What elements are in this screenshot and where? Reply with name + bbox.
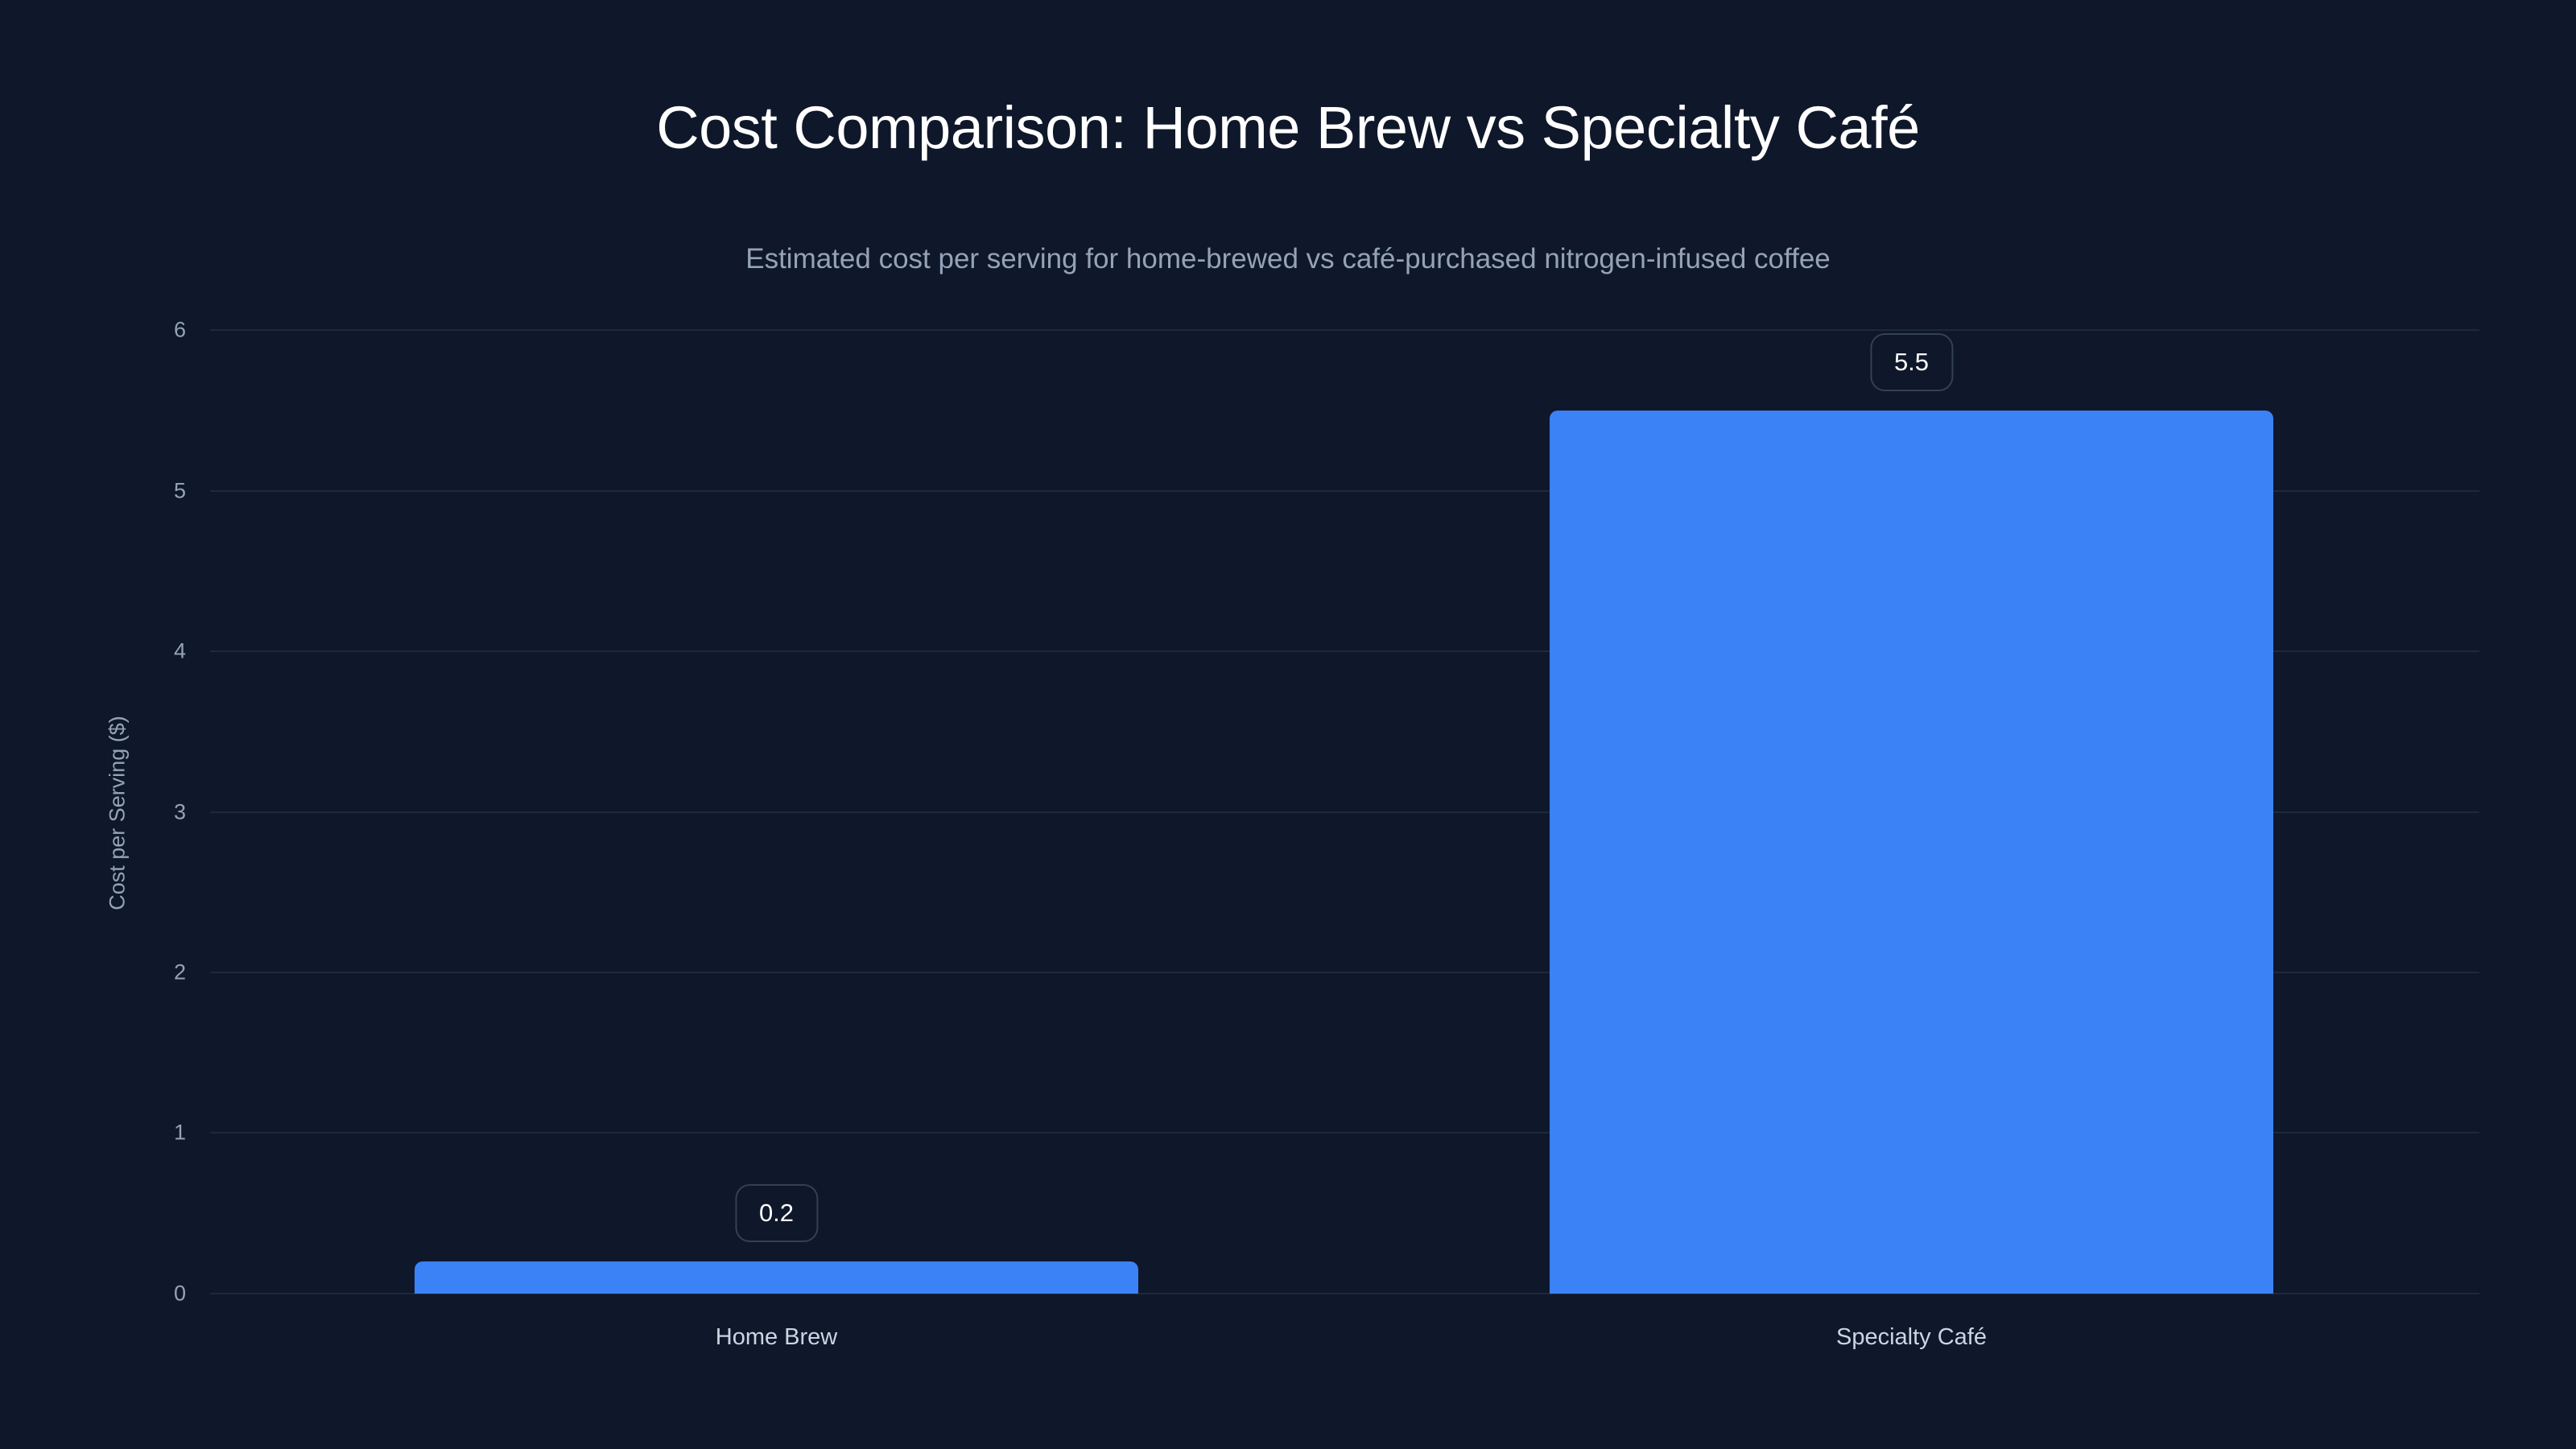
value-label-home-brew: 0.2 <box>734 1184 819 1243</box>
y-tick-3: 3 <box>173 799 186 824</box>
y-tick-0: 0 <box>173 1281 186 1306</box>
y-tick-4: 4 <box>173 638 186 663</box>
value-label-specialty-cafe: 5.5 <box>1869 332 1954 391</box>
gridline-0 <box>210 1293 2479 1294</box>
chart-subtitle: Estimated cost per serving for home-brew… <box>745 243 1831 275</box>
gridline-3 <box>210 811 2479 813</box>
gridline-6 <box>210 329 2479 331</box>
y-tick-1: 1 <box>173 1120 186 1145</box>
gridline-5 <box>210 489 2479 492</box>
y-tick-2: 2 <box>173 960 186 985</box>
bar-specialty-cafe[interactable] <box>1550 410 2273 1294</box>
y-tick-5: 5 <box>173 478 186 502</box>
y-axis-label: Cost per Serving ($) <box>105 716 130 910</box>
x-tick-specialty-cafe: Specialty Café <box>1836 1324 1987 1350</box>
bar-home-brew[interactable] <box>415 1261 1138 1294</box>
gridline-4 <box>210 650 2479 652</box>
plot-area: 6 5 4 3 2 1 0 0.2 5.5 <box>174 318 2479 1306</box>
y-tick-6: 6 <box>173 317 186 342</box>
chart-title: Cost Comparison: Home Brew vs Specialty … <box>656 94 1920 161</box>
gridline-1 <box>210 1132 2479 1134</box>
x-tick-home-brew: Home Brew <box>715 1324 838 1350</box>
gridline-2 <box>210 972 2479 973</box>
